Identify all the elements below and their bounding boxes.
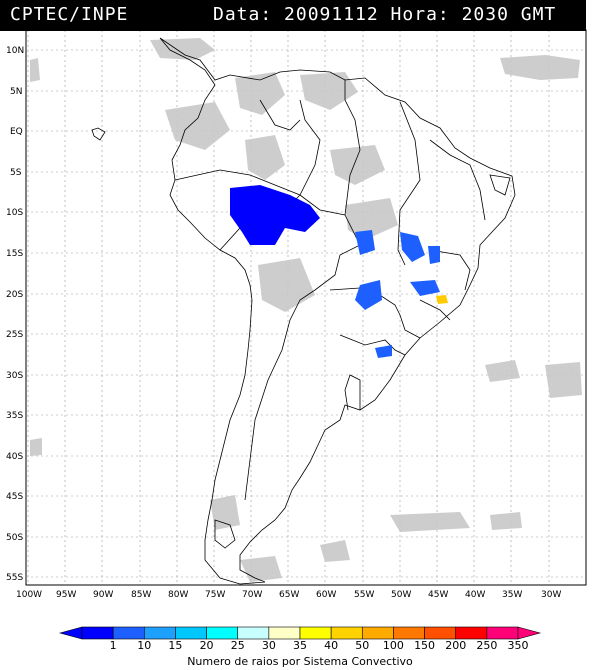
lon-label: 90W bbox=[93, 590, 113, 600]
cluster-mato-grosso bbox=[355, 230, 375, 255]
legend-swatch bbox=[112, 626, 145, 640]
cluster-minas bbox=[410, 280, 440, 296]
legend-value: 40 bbox=[324, 639, 338, 652]
lon-axis: 100W 95W 90W 85W 80W 75W 70W 65W 60W 55W… bbox=[16, 590, 561, 600]
legend-value: 15 bbox=[168, 639, 182, 652]
lat-label: 30S bbox=[6, 371, 23, 381]
lon-label: 60W bbox=[316, 590, 336, 600]
legend-swatch bbox=[486, 626, 519, 640]
legend-swatch bbox=[393, 626, 425, 640]
lat-axis: 10N 5N EQ 5S 10S 15S 20S 25S 30S 35S 40S… bbox=[6, 46, 24, 583]
lon-label: 45W bbox=[428, 590, 448, 600]
map-frame bbox=[25, 29, 587, 586]
lon-label: 55W bbox=[354, 590, 374, 600]
cluster-goias bbox=[400, 232, 425, 262]
legend-value: 20 bbox=[200, 639, 214, 652]
legend-value: 350 bbox=[508, 639, 529, 652]
lon-label: 40W bbox=[465, 590, 485, 600]
legend-value: 200 bbox=[445, 639, 466, 652]
lon-label: 85W bbox=[131, 590, 151, 600]
lon-label: 70W bbox=[242, 590, 262, 600]
legend-value: 10 bbox=[137, 639, 151, 652]
cluster-bahia bbox=[428, 246, 440, 264]
org-title: CPTEC/INPE bbox=[10, 4, 129, 25]
legend-swatch bbox=[361, 626, 394, 640]
legend-value: 25 bbox=[231, 639, 245, 652]
cloud-cover bbox=[30, 38, 582, 582]
lat-label: 20S bbox=[6, 290, 23, 300]
cluster-amazon-west bbox=[230, 185, 320, 245]
legend-value: 250 bbox=[476, 639, 497, 652]
lat-label: 10S bbox=[6, 208, 23, 218]
lat-label: 50S bbox=[6, 533, 23, 543]
lat-label: 45S bbox=[6, 492, 23, 502]
legend-swatch bbox=[330, 626, 363, 640]
legend-value: 50 bbox=[355, 639, 369, 652]
legend-swatch bbox=[206, 626, 239, 640]
cluster-rio bbox=[436, 295, 448, 304]
legend-swatch bbox=[143, 626, 176, 640]
lat-label: 25S bbox=[6, 330, 23, 340]
lat-label: 10N bbox=[6, 46, 24, 56]
cluster-parana bbox=[375, 345, 392, 358]
lat-label: 35S bbox=[6, 411, 23, 421]
legend-swatch bbox=[299, 626, 332, 640]
lon-label: 35W bbox=[502, 590, 522, 600]
legend-value: 1 bbox=[110, 639, 117, 652]
lon-label: 65W bbox=[279, 590, 299, 600]
lon-label: 80W bbox=[168, 590, 188, 600]
cluster-paraguay bbox=[355, 280, 382, 310]
lon-label: 50W bbox=[391, 590, 411, 600]
legend-colorbar: 1 10 15 20 25 30 35 40 50 100 150 200 250 350 bbox=[58, 626, 542, 652]
legend-swatch bbox=[268, 626, 301, 640]
legend-value: 100 bbox=[383, 639, 404, 652]
date-time-title: Data: 20091112 Hora: 2030 GMT bbox=[213, 4, 557, 25]
lon-label: 100W bbox=[16, 590, 42, 600]
lat-label: 5S bbox=[10, 168, 22, 178]
legend-swatch bbox=[455, 626, 488, 640]
lat-label: 40S bbox=[6, 452, 23, 462]
legend-arrow-right bbox=[517, 626, 542, 640]
coastlines bbox=[91, 37, 516, 585]
legend-swatch bbox=[175, 626, 207, 640]
legend-swatch bbox=[424, 626, 457, 640]
lat-label: 15S bbox=[6, 249, 23, 259]
lat-label: EQ bbox=[10, 127, 23, 137]
legend-value: 35 bbox=[293, 639, 307, 652]
lon-label: 75W bbox=[205, 590, 225, 600]
lightning-clusters bbox=[230, 185, 448, 358]
legend-swatch bbox=[81, 626, 114, 640]
lat-label: 5N bbox=[10, 87, 22, 97]
legend-arrow-left bbox=[58, 626, 83, 640]
lon-label: 30W bbox=[541, 590, 561, 600]
header-bar: CPTEC/INPE Data: 20091112 Hora: 2030 GMT bbox=[0, 0, 586, 31]
lon-label: 95W bbox=[56, 590, 76, 600]
legend-title: Numero de raios por Sistema Convectivo bbox=[187, 655, 413, 668]
legend-value: 150 bbox=[414, 639, 435, 652]
legend-swatch bbox=[237, 626, 270, 640]
legend-value: 30 bbox=[262, 639, 276, 652]
lat-label: 55S bbox=[6, 573, 23, 583]
